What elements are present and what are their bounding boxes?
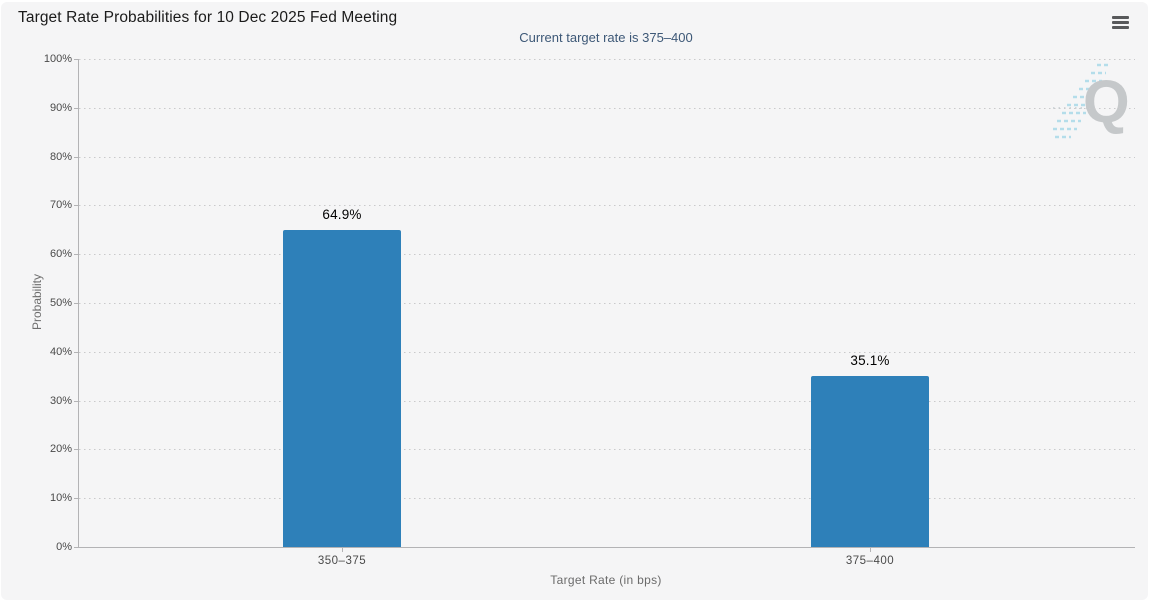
y-tick-label: 20% [49, 443, 72, 455]
gridline [79, 303, 1135, 304]
gridline [79, 498, 1135, 499]
gridline [79, 108, 1135, 109]
x-tick-mark [870, 548, 871, 552]
y-tick-mark [74, 205, 78, 206]
y-tick-label: 70% [49, 199, 72, 211]
y-tick-label: 90% [49, 102, 72, 114]
quikstrike-watermark: Q [1053, 57, 1148, 149]
probability-bar-350-375[interactable] [283, 230, 401, 547]
y-tick-mark [74, 108, 78, 109]
chart-title: Target Rate Probabilities for 10 Dec 202… [18, 9, 398, 26]
x-tick-mark [342, 548, 343, 552]
y-tick-mark [74, 59, 78, 60]
x-tick-label: 350–375 [317, 555, 367, 567]
y-tick-mark [74, 157, 78, 158]
y-tick-label: 50% [49, 297, 72, 309]
chart-menu-button[interactable] [1108, 12, 1132, 32]
y-tick-mark [74, 498, 78, 499]
y-tick-label: 10% [49, 492, 72, 504]
quikstrike-swoosh-icon [1053, 63, 1109, 139]
gridline [79, 59, 1135, 60]
x-tick-label: 375–400 [845, 555, 895, 567]
y-tick-mark [74, 254, 78, 255]
gridline [79, 401, 1135, 402]
y-tick-label: 60% [49, 248, 72, 260]
x-axis-title: Target Rate (in bps) [550, 573, 662, 587]
y-axis-line [78, 59, 79, 548]
hamburger-icon [1108, 15, 1132, 29]
y-tick-mark [74, 303, 78, 304]
x-axis-line [78, 547, 1135, 548]
gridline [79, 157, 1135, 158]
y-tick-mark [74, 401, 78, 402]
y-tick-label: 0% [56, 541, 72, 553]
quikstrike-q-logo: Q [1083, 68, 1130, 135]
gridline [79, 352, 1135, 353]
gridline [79, 449, 1135, 450]
bar-value-label: 64.9% [322, 207, 362, 222]
gridline [79, 205, 1135, 206]
y-tick-mark [74, 449, 78, 450]
y-tick-label: 80% [49, 151, 72, 163]
y-tick-label: 40% [49, 346, 72, 358]
y-tick-mark [74, 352, 78, 353]
probability-bar-375-400[interactable] [811, 376, 929, 547]
y-tick-label: 100% [43, 53, 72, 65]
gridline [79, 254, 1135, 255]
bar-value-label: 35.1% [850, 353, 890, 368]
y-tick-mark [74, 547, 78, 548]
chart-subtitle: Current target rate is 375–400 [519, 30, 693, 45]
y-tick-label: 30% [49, 395, 72, 407]
